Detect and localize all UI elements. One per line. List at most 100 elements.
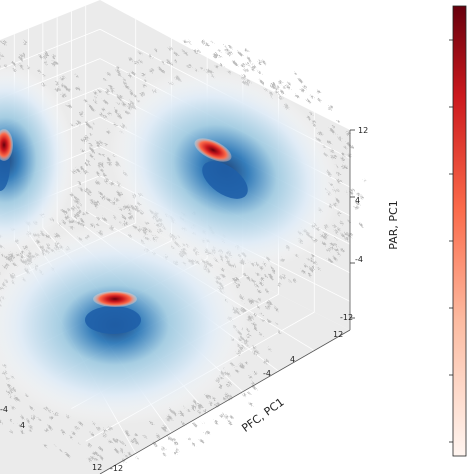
projection-point-floor <box>96 426 101 431</box>
projection-point-floor <box>214 402 220 408</box>
projection-point-right-wall <box>312 120 316 124</box>
projection-point-floor <box>173 450 178 455</box>
z-axis-ticks: 12 4 -4 -12 <box>340 126 368 322</box>
projection-point-right-wall <box>213 52 218 57</box>
projection-point-floor <box>119 221 122 225</box>
projection-point-right-wall <box>88 104 94 110</box>
projection-point-right-wall <box>317 97 322 102</box>
projection-point-floor <box>61 429 66 435</box>
projection-point-left-wall <box>58 223 62 226</box>
projection-point-right-wall <box>116 66 120 70</box>
projection-point-floor <box>74 213 80 219</box>
projection-point-floor <box>59 449 62 452</box>
projection-point-right-wall <box>339 179 343 183</box>
projection-point-right-wall <box>272 269 275 273</box>
projection-point-floor <box>88 457 92 462</box>
projection-point-right-wall <box>349 191 354 196</box>
projection-point-right-wall <box>112 215 116 219</box>
projection-point-floor <box>64 452 71 458</box>
projection-point-floor <box>167 436 171 441</box>
projection-point-floor <box>28 429 32 433</box>
projection-point-left-wall <box>85 121 89 127</box>
projection-point-right-wall <box>224 48 229 53</box>
projection-point-floor <box>80 218 85 224</box>
projection-point-floor <box>263 359 269 365</box>
projection-point-right-wall <box>106 130 111 134</box>
projection-point-right-wall <box>103 78 107 81</box>
projection-point-floor <box>161 426 167 432</box>
projection-point-left-wall <box>70 225 74 230</box>
projection-point-right-wall <box>213 54 219 59</box>
projection-point-floor <box>95 223 99 227</box>
projection-point-floor <box>31 415 36 421</box>
projection-point-floor <box>253 350 257 355</box>
projection-point-floor <box>6 257 12 262</box>
projection-point-right-wall <box>298 78 304 84</box>
projection-point-left-wall <box>20 53 26 58</box>
projection-point-left-wall <box>67 208 70 211</box>
projection-point-floor <box>253 371 258 375</box>
projection-point-floor <box>251 381 255 386</box>
x-tick-neg4: -4 <box>263 369 271 378</box>
projection-point-right-wall <box>355 201 361 206</box>
projection-point-floor <box>9 418 13 422</box>
projection-point-floor <box>197 410 201 414</box>
projection-point-floor <box>47 424 53 431</box>
projection-point-floor <box>102 433 107 438</box>
projection-point-floor <box>199 438 205 444</box>
projection-point-floor <box>76 205 80 209</box>
projection-point-right-wall <box>338 136 342 141</box>
projection-point-right-wall <box>333 224 337 229</box>
projection-point-right-wall <box>193 49 197 54</box>
z-tick-4: 4 <box>355 196 360 205</box>
projection-point-left-wall <box>85 211 89 215</box>
projection-point-floor <box>249 402 253 406</box>
projection-point-floor <box>246 276 251 282</box>
projection-point-left-wall <box>91 108 96 112</box>
projection-point-floor <box>9 430 13 433</box>
projection-point-right-wall <box>109 84 114 90</box>
projection-point-floor <box>70 219 76 224</box>
projection-point-right-wall <box>323 236 327 240</box>
grid-line-left-wall-h <box>0 28 101 70</box>
projection-point-left-wall <box>95 181 100 185</box>
projection-point-right-wall <box>306 99 311 104</box>
projection-point-floor <box>120 440 124 444</box>
projection-point-right-wall <box>237 51 243 57</box>
projection-point-floor <box>43 443 48 448</box>
projection-point-floor <box>203 409 207 413</box>
projection-point-floor <box>130 437 137 444</box>
projection-point-left-wall <box>1 54 4 58</box>
projection-point-floor <box>136 456 139 460</box>
projection-point-left-wall <box>88 147 94 151</box>
projection-point-right-wall <box>95 171 101 177</box>
projection-point-floor <box>247 391 251 395</box>
projection-point-floor <box>265 288 269 293</box>
projection-point-floor <box>242 393 247 397</box>
projection-point-floor <box>235 369 239 373</box>
projection-point-floor <box>228 381 232 385</box>
density-left-wall-halo <box>0 65 75 255</box>
projection-point-floor <box>16 397 20 402</box>
projection-point-right-wall <box>259 276 264 282</box>
projection-point-floor <box>212 397 217 401</box>
projection-point-floor <box>252 345 257 350</box>
projection-point-right-wall <box>269 275 274 280</box>
projection-point-floor <box>91 456 94 460</box>
projection-point-right-wall <box>124 85 130 89</box>
x-axis-label: PFC, PC1 <box>239 396 286 435</box>
projection-point-right-wall <box>334 248 339 252</box>
projection-point-right-wall <box>186 64 192 69</box>
projection-point-right-wall <box>356 192 360 197</box>
projection-point-right-wall <box>363 179 367 182</box>
projection-point-right-wall <box>246 56 251 61</box>
projection-point-left-wall <box>70 123 74 127</box>
projection-point-left-wall <box>89 143 93 147</box>
projection-point-floor <box>266 319 272 324</box>
projection-point-left-wall <box>64 215 70 220</box>
projection-point-floor <box>29 406 34 411</box>
projection-point-floor <box>180 413 184 417</box>
projection-point-right-wall <box>330 242 335 246</box>
overlay-right-wall <box>194 138 232 162</box>
projection-point-right-wall <box>295 94 300 98</box>
